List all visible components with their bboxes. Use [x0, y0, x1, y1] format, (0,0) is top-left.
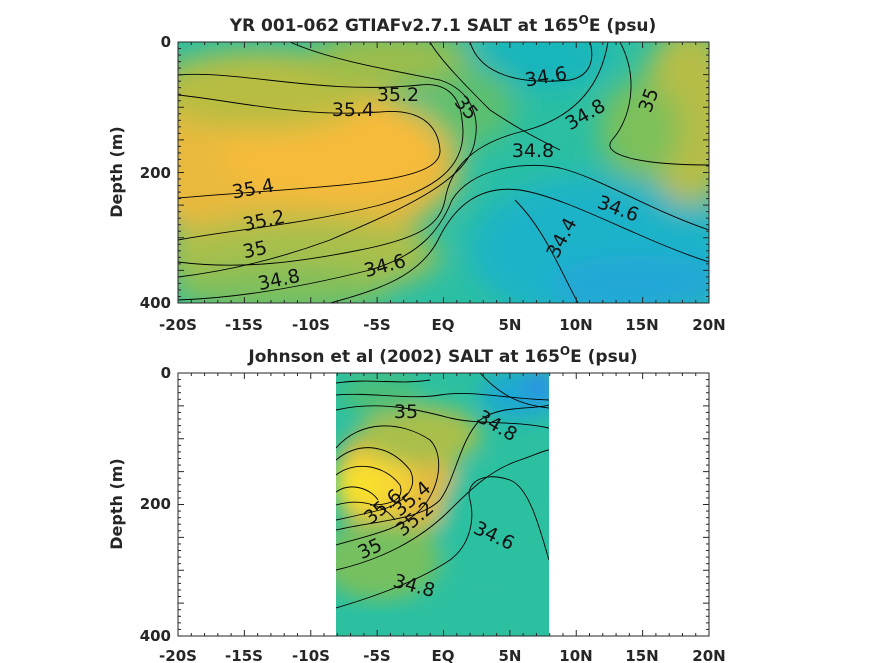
x-tick-label: 10N [559, 316, 592, 334]
y-tick-label: 400 [140, 627, 171, 645]
contour-label: 35 [394, 401, 418, 423]
contour-label: 35.2 [377, 84, 419, 106]
x-tick-label: -5S [363, 647, 390, 663]
bottom-x-tick-labels: -20S -15S -10S -5S EQ 5N 10N 15N 20N [159, 647, 726, 663]
bottom-contour-lines [336, 373, 549, 609]
y-tick-label: 400 [140, 294, 171, 312]
x-tick-label: 20N [692, 647, 725, 663]
y-tick-label: 0 [161, 33, 171, 51]
top-x-tick-labels: -20S -15S -10S -5S EQ 5N 10N 15N 20N [159, 316, 726, 334]
y-tick-label: 0 [161, 364, 171, 382]
top-y-tick-labels: 0 200 400 [140, 33, 171, 312]
bottom-y-axis-label: Depth (m) [107, 458, 126, 550]
bottom-y-tick-labels: 0 200 400 [140, 364, 171, 645]
top-chart-title: YR 001-062 GTIAFv2.7.1 SALT at 165OE (ps… [229, 13, 657, 36]
x-tick-label: -10S [292, 316, 330, 334]
x-tick-label: -20S [159, 647, 197, 663]
x-tick-label: EQ [432, 316, 455, 334]
x-tick-label: 20N [692, 316, 725, 334]
bottom-panel: Johnson et al (2002) SALT at 165OE (psu) [107, 344, 726, 663]
x-tick-label: -5S [363, 316, 390, 334]
y-tick-label: 200 [140, 495, 171, 513]
x-tick-label: 15N [625, 316, 658, 334]
top-axes: -20S -15S -10S -5S EQ 5N 10N 15N 20N 0 2… [107, 33, 726, 334]
top-salinity-field [178, 42, 709, 303]
x-tick-label: 10N [559, 647, 592, 663]
contour-label: 34.8 [512, 140, 554, 162]
x-tick-label: -15S [225, 316, 263, 334]
x-tick-label: 5N [499, 316, 522, 334]
bottom-chart-title: Johnson et al (2002) SALT at 165OE (psu) [247, 344, 637, 367]
x-tick-label: -15S [225, 647, 263, 663]
x-tick-label: 5N [499, 647, 522, 663]
top-y-axis-label: Depth (m) [107, 126, 126, 218]
contour-label: 35.4 [332, 99, 374, 121]
x-tick-label: 15N [625, 647, 658, 663]
bottom-salinity-field [336, 373, 549, 636]
x-tick-label: EQ [432, 647, 455, 663]
bottom-axes: -20S -15S -10S -5S EQ 5N 10N 15N 20N 0 2… [107, 364, 726, 663]
y-tick-label: 200 [140, 164, 171, 182]
x-tick-label: -10S [292, 647, 330, 663]
top-contour-lines [178, 42, 709, 303]
x-tick-label: -20S [159, 316, 197, 334]
top-panel: YR 001-062 GTIAFv2.7.1 SALT at 165OE (ps… [107, 13, 726, 334]
contour-label: 35 [241, 237, 269, 264]
